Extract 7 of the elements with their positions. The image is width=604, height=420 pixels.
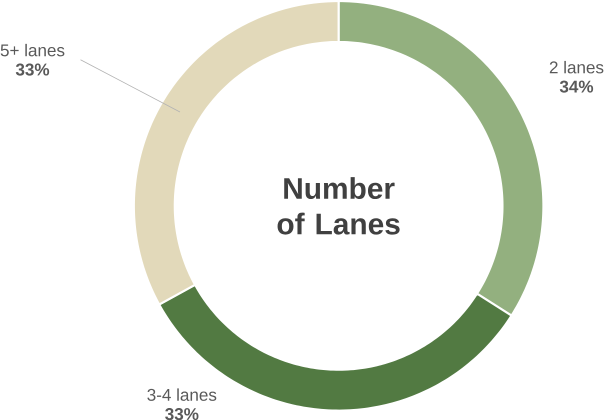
data-label: 34%	[560, 80, 594, 93]
text: Number of Lanes	[278, 177, 400, 235]
slice-label: 2 lanes	[550, 60, 604, 74]
data-label: 33%	[165, 408, 198, 420]
slice-label: 5+ lanes	[0, 44, 64, 56]
data-label: 33%	[16, 63, 50, 76]
slice-label: 3-4 lanes	[147, 388, 216, 401]
